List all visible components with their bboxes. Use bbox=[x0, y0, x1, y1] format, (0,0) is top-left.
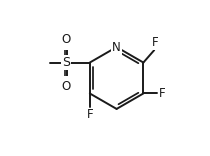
Text: F: F bbox=[87, 108, 93, 121]
Text: F: F bbox=[159, 87, 165, 100]
Text: S: S bbox=[62, 56, 70, 69]
Text: O: O bbox=[61, 80, 71, 93]
Text: O: O bbox=[61, 33, 71, 46]
Text: F: F bbox=[152, 36, 158, 49]
Text: N: N bbox=[112, 41, 121, 54]
